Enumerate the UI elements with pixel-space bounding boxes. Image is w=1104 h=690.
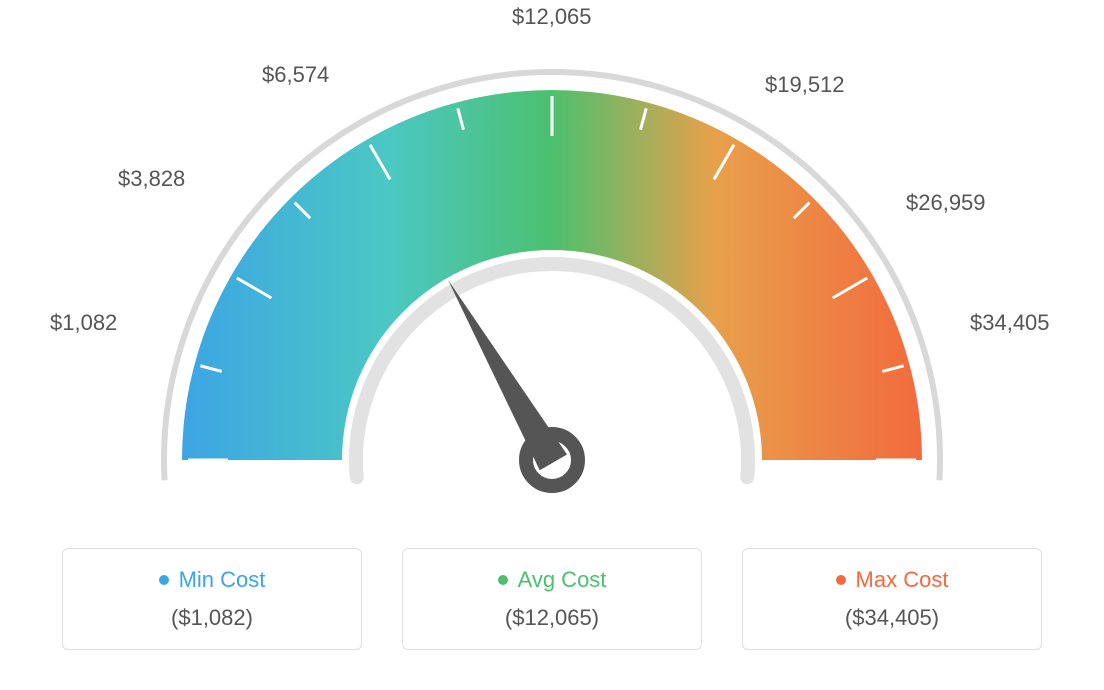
tick-label: $6,574	[262, 62, 329, 88]
avg-cost-box: Avg Cost ($12,065)	[402, 548, 702, 650]
max-cost-box: Max Cost ($34,405)	[742, 548, 1042, 650]
legend-dot-icon	[159, 575, 169, 585]
legend-label: Avg Cost	[423, 567, 681, 593]
legend-row: Min Cost ($1,082) Avg Cost ($12,065) Max Cos…	[0, 548, 1104, 650]
legend-label-text: Max Cost	[856, 567, 949, 593]
legend-value: ($1,082)	[83, 605, 341, 631]
legend-dot-icon	[836, 575, 846, 585]
tick-label: $1,082	[50, 310, 117, 336]
legend-label-text: Avg Cost	[518, 567, 607, 593]
legend-dot-icon	[498, 575, 508, 585]
gauge-area: $1,082 $3,828 $6,574 $12,065 $19,512 $26,959 $…	[0, 0, 1104, 530]
tick-label: $12,065	[512, 4, 592, 30]
tick-label: $26,959	[906, 190, 986, 216]
min-cost-box: Min Cost ($1,082)	[62, 548, 362, 650]
gauge-svg	[102, 20, 1002, 530]
tick-label: $19,512	[765, 72, 845, 98]
legend-value: ($34,405)	[763, 605, 1021, 631]
legend-value: ($12,065)	[423, 605, 681, 631]
legend-label: Min Cost	[83, 567, 341, 593]
gauge-needle	[448, 280, 567, 470]
legend-label: Max Cost	[763, 567, 1021, 593]
tick-label: $3,828	[118, 166, 185, 192]
gauge-chart-container: $1,082 $3,828 $6,574 $12,065 $19,512 $26,959 $…	[0, 0, 1104, 690]
gauge-arc	[182, 90, 922, 460]
legend-label-text: Min Cost	[179, 567, 266, 593]
tick-label: $34,405	[970, 310, 1050, 336]
